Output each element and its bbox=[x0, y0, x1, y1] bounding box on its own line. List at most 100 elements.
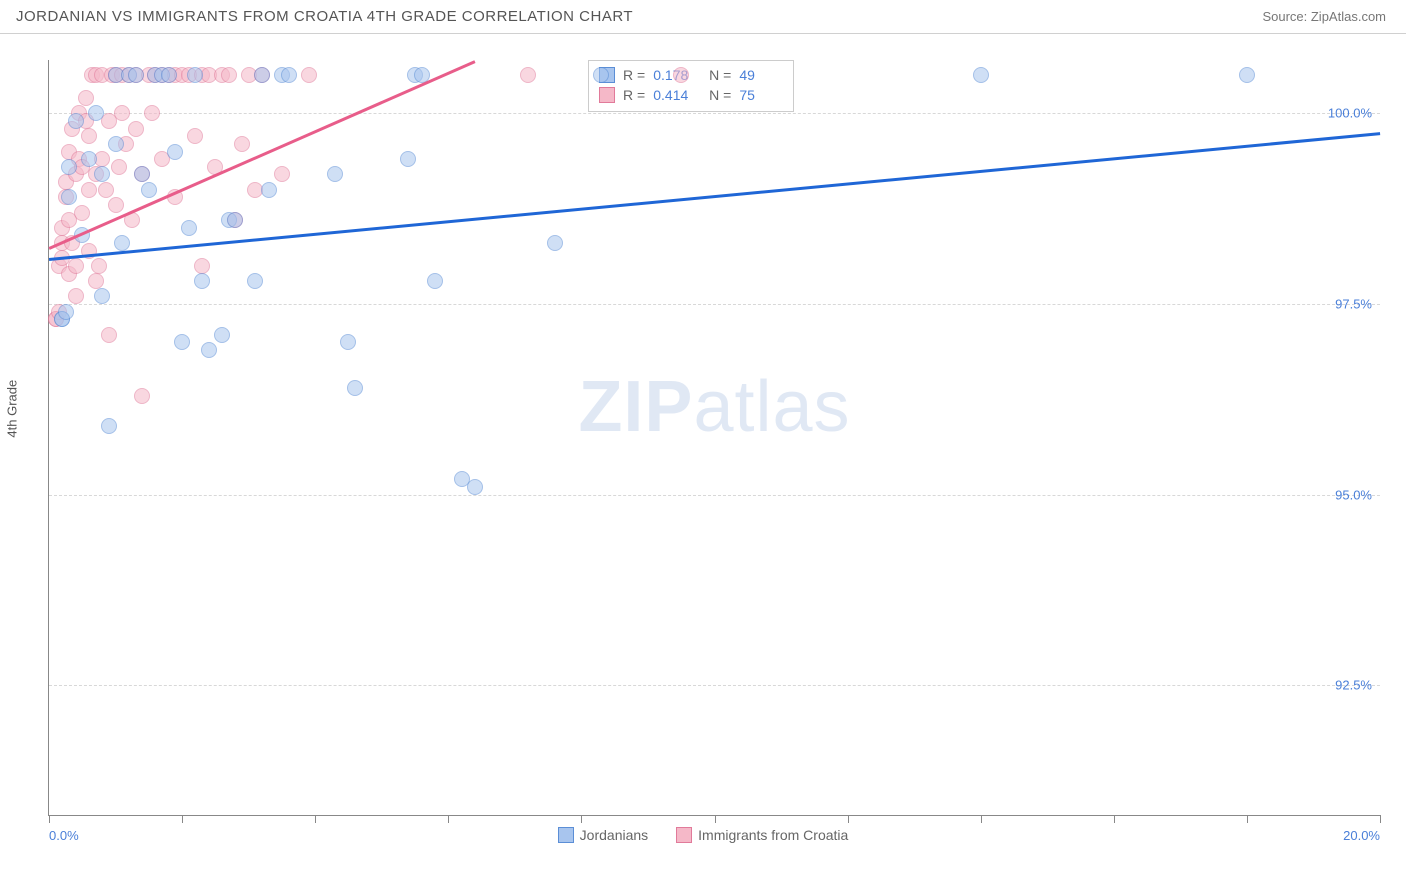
stats-row: R = 0.414 N = 75 bbox=[599, 85, 783, 105]
stat-n-value: 49 bbox=[739, 67, 783, 83]
data-point bbox=[98, 182, 114, 198]
data-point bbox=[81, 151, 97, 167]
x-tick bbox=[981, 815, 982, 823]
data-point bbox=[221, 67, 237, 83]
y-tick-label: 95.0% bbox=[1335, 487, 1372, 502]
data-point bbox=[340, 334, 356, 350]
data-point bbox=[88, 105, 104, 121]
data-point bbox=[400, 151, 416, 167]
chart-title: JORDANIAN VS IMMIGRANTS FROM CROATIA 4TH… bbox=[16, 8, 633, 25]
gridline bbox=[49, 685, 1380, 686]
watermark-light: atlas bbox=[693, 367, 850, 447]
y-tick-label: 100.0% bbox=[1328, 106, 1372, 121]
data-point bbox=[194, 273, 210, 289]
data-point bbox=[114, 105, 130, 121]
data-point bbox=[281, 67, 297, 83]
data-point bbox=[181, 220, 197, 236]
data-point bbox=[234, 136, 250, 152]
gridline bbox=[49, 113, 1380, 114]
data-point bbox=[1239, 67, 1255, 83]
stat-r-label: R = bbox=[623, 67, 645, 83]
y-tick-label: 92.5% bbox=[1335, 678, 1372, 693]
data-point bbox=[61, 189, 77, 205]
data-point bbox=[128, 67, 144, 83]
data-point bbox=[274, 166, 290, 182]
legend-item: Jordanians bbox=[558, 827, 649, 843]
data-point bbox=[74, 205, 90, 221]
data-point bbox=[167, 144, 183, 160]
data-point bbox=[68, 113, 84, 129]
stat-n-value: 75 bbox=[739, 87, 783, 103]
y-axis-label: 4th Grade bbox=[5, 380, 20, 438]
stats-row: R =0.178 N =49 bbox=[599, 65, 783, 85]
data-point bbox=[141, 182, 157, 198]
data-point bbox=[673, 67, 689, 83]
x-tick bbox=[182, 815, 183, 823]
stat-n-label: N = bbox=[705, 87, 731, 103]
data-point bbox=[108, 136, 124, 152]
chart-source: Source: ZipAtlas.com bbox=[1262, 9, 1386, 24]
data-point bbox=[114, 235, 130, 251]
x-tick bbox=[1247, 815, 1248, 823]
x-tick bbox=[315, 815, 316, 823]
data-point bbox=[81, 182, 97, 198]
chart-header: JORDANIAN VS IMMIGRANTS FROM CROATIA 4TH… bbox=[0, 0, 1406, 34]
plot-region: ZIPatlas R =0.178 N =49R =0.414 N =75 10… bbox=[48, 60, 1380, 816]
gridline bbox=[49, 495, 1380, 496]
stat-r-value: 0.414 bbox=[653, 87, 697, 103]
data-point bbox=[520, 67, 536, 83]
y-tick-label: 97.5% bbox=[1335, 297, 1372, 312]
data-point bbox=[593, 67, 609, 83]
data-point bbox=[111, 159, 127, 175]
data-point bbox=[194, 258, 210, 274]
data-point bbox=[227, 212, 243, 228]
bottom-legend: Jordanians Immigrants from Croatia bbox=[16, 827, 1390, 846]
data-point bbox=[261, 182, 277, 198]
data-point bbox=[78, 90, 94, 106]
data-point bbox=[201, 342, 217, 358]
data-point bbox=[134, 388, 150, 404]
gridline bbox=[49, 304, 1380, 305]
x-tick bbox=[581, 815, 582, 823]
x-tick bbox=[1114, 815, 1115, 823]
data-point bbox=[174, 334, 190, 350]
data-point bbox=[347, 380, 363, 396]
trendline bbox=[49, 132, 1380, 260]
data-point bbox=[94, 288, 110, 304]
legend-label: Immigrants from Croatia bbox=[698, 827, 848, 843]
data-point bbox=[101, 327, 117, 343]
legend-item: Immigrants from Croatia bbox=[676, 827, 848, 843]
x-tick bbox=[1380, 815, 1381, 823]
data-point bbox=[187, 128, 203, 144]
data-point bbox=[61, 159, 77, 175]
data-point bbox=[427, 273, 443, 289]
data-point bbox=[68, 258, 84, 274]
stat-n-label: N = bbox=[705, 67, 731, 83]
legend-swatch bbox=[599, 87, 615, 103]
watermark: ZIPatlas bbox=[578, 366, 850, 448]
data-point bbox=[247, 273, 263, 289]
chart-area: 4th Grade ZIPatlas R =0.178 N =49R =0.41… bbox=[16, 42, 1390, 876]
data-point bbox=[94, 166, 110, 182]
data-point bbox=[187, 67, 203, 83]
watermark-bold: ZIP bbox=[578, 367, 693, 447]
data-point bbox=[144, 105, 160, 121]
data-point bbox=[91, 258, 107, 274]
correlation-stats-box: R =0.178 N =49R =0.414 N =75 bbox=[588, 60, 794, 112]
legend-label: Jordanians bbox=[580, 827, 649, 843]
x-tick bbox=[448, 815, 449, 823]
data-point bbox=[301, 67, 317, 83]
data-point bbox=[467, 479, 483, 495]
x-tick bbox=[848, 815, 849, 823]
data-point bbox=[973, 67, 989, 83]
legend-swatch bbox=[676, 827, 692, 843]
data-point bbox=[68, 288, 84, 304]
data-point bbox=[108, 197, 124, 213]
data-point bbox=[128, 121, 144, 137]
data-point bbox=[88, 273, 104, 289]
data-point bbox=[134, 166, 150, 182]
data-point bbox=[81, 128, 97, 144]
legend-swatch bbox=[558, 827, 574, 843]
data-point bbox=[161, 67, 177, 83]
stat-r-label: R = bbox=[623, 87, 645, 103]
